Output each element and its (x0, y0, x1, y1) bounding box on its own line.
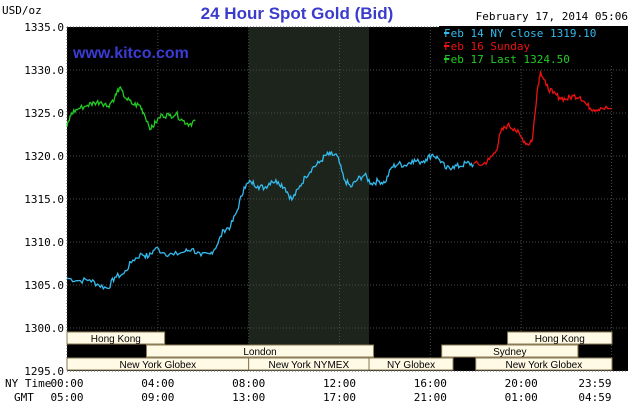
session-bar (507, 331, 613, 345)
session-bars: Hong Kong London New York Globex New York N… (66, 331, 613, 371)
x-row-label-ny: NY Time (5, 377, 51, 390)
y-tick-label: 1305.0 (24, 279, 64, 292)
session-bar (441, 344, 579, 358)
legend-marker-1 (444, 45, 449, 47)
x-tick-label-ny: 20:00 (505, 377, 538, 390)
x-tick-label-ny: 00:00 (50, 377, 83, 390)
x-tick-label-gmt: 17:00 (323, 391, 356, 404)
x-tick-label-ny: 08:00 (232, 377, 265, 390)
x-tick-label-gmt: 13:00 (232, 391, 265, 404)
session-highlight-region (248, 27, 370, 371)
y-tick-label: 1300.0 (24, 322, 64, 335)
y-tick-label: 1310.0 (24, 236, 64, 249)
session-label: Sydney (493, 347, 526, 358)
site-watermark: www.kitco.com (72, 45, 189, 62)
legend-marker-0 (444, 32, 449, 34)
grid-lines (66, 26, 628, 372)
x-tick-label-gmt: 05:00 (50, 391, 83, 404)
series-line-0 (66, 150, 475, 291)
session-label: New York NYMEX (269, 360, 350, 371)
timestamp: February 17, 2014 05:06 (476, 10, 628, 23)
session-label: Hong Kong (91, 334, 141, 345)
x-tick-label-gmt: 04:59 (578, 391, 611, 404)
x-tick-label-gmt: 09:00 (141, 391, 174, 404)
series-line-1 (473, 70, 612, 167)
legend-box (439, 26, 628, 66)
legend-item-2: Feb 17 Last 1324.50 (444, 53, 570, 66)
session-bar (475, 357, 613, 371)
x-row-label-gmt: GMT (14, 391, 34, 404)
x-tick-label-gmt: 01:00 (505, 391, 538, 404)
x-tick-label-ny: 16:00 (414, 377, 447, 390)
y-axis-ticks: 1335.0 1330.0 1325.0 1320.0 1315.0 1310.0 1305… (24, 21, 64, 378)
x-tick-label-ny: 12:00 (323, 377, 356, 390)
y-unit-label: USD/oz (2, 4, 42, 17)
legend-marker-2 (444, 58, 449, 60)
session-bar (66, 331, 166, 345)
y-tick-label: 1335.0 (24, 21, 64, 34)
y-tick-label: 1330.0 (24, 64, 64, 77)
session-label: Hong Kong (535, 334, 585, 345)
x-tick-label-gmt: 21:00 (414, 391, 447, 404)
session-bar (145, 344, 375, 358)
series-line-2 (66, 85, 196, 131)
x-tick-label-ny: 23:59 (578, 377, 611, 390)
session-label: NY Globex (387, 360, 435, 371)
y-tick-label: 1320.0 (24, 150, 64, 163)
legend-item-0: Feb 14 NY close 1319.10 (444, 27, 596, 40)
session-label: London (243, 347, 276, 358)
session-bar (368, 357, 454, 371)
session-label: New York Globex (119, 360, 196, 371)
session-label: New York Globex (506, 360, 583, 371)
x-tick-label-ny: 04:00 (141, 377, 174, 390)
y-tick-label: 1325.0 (24, 107, 64, 120)
y-tick-label: 1295.0 (24, 365, 64, 378)
chart-title: 24 Hour Spot Gold (Bid) (201, 4, 394, 23)
legend: Feb 14 NY close 1319.10 Feb 16 Sunday Fe… (439, 26, 628, 66)
price-series (66, 70, 612, 291)
legend-item-1: Feb 16 Sunday (444, 40, 530, 53)
y-tick-label: 1315.0 (24, 193, 64, 206)
